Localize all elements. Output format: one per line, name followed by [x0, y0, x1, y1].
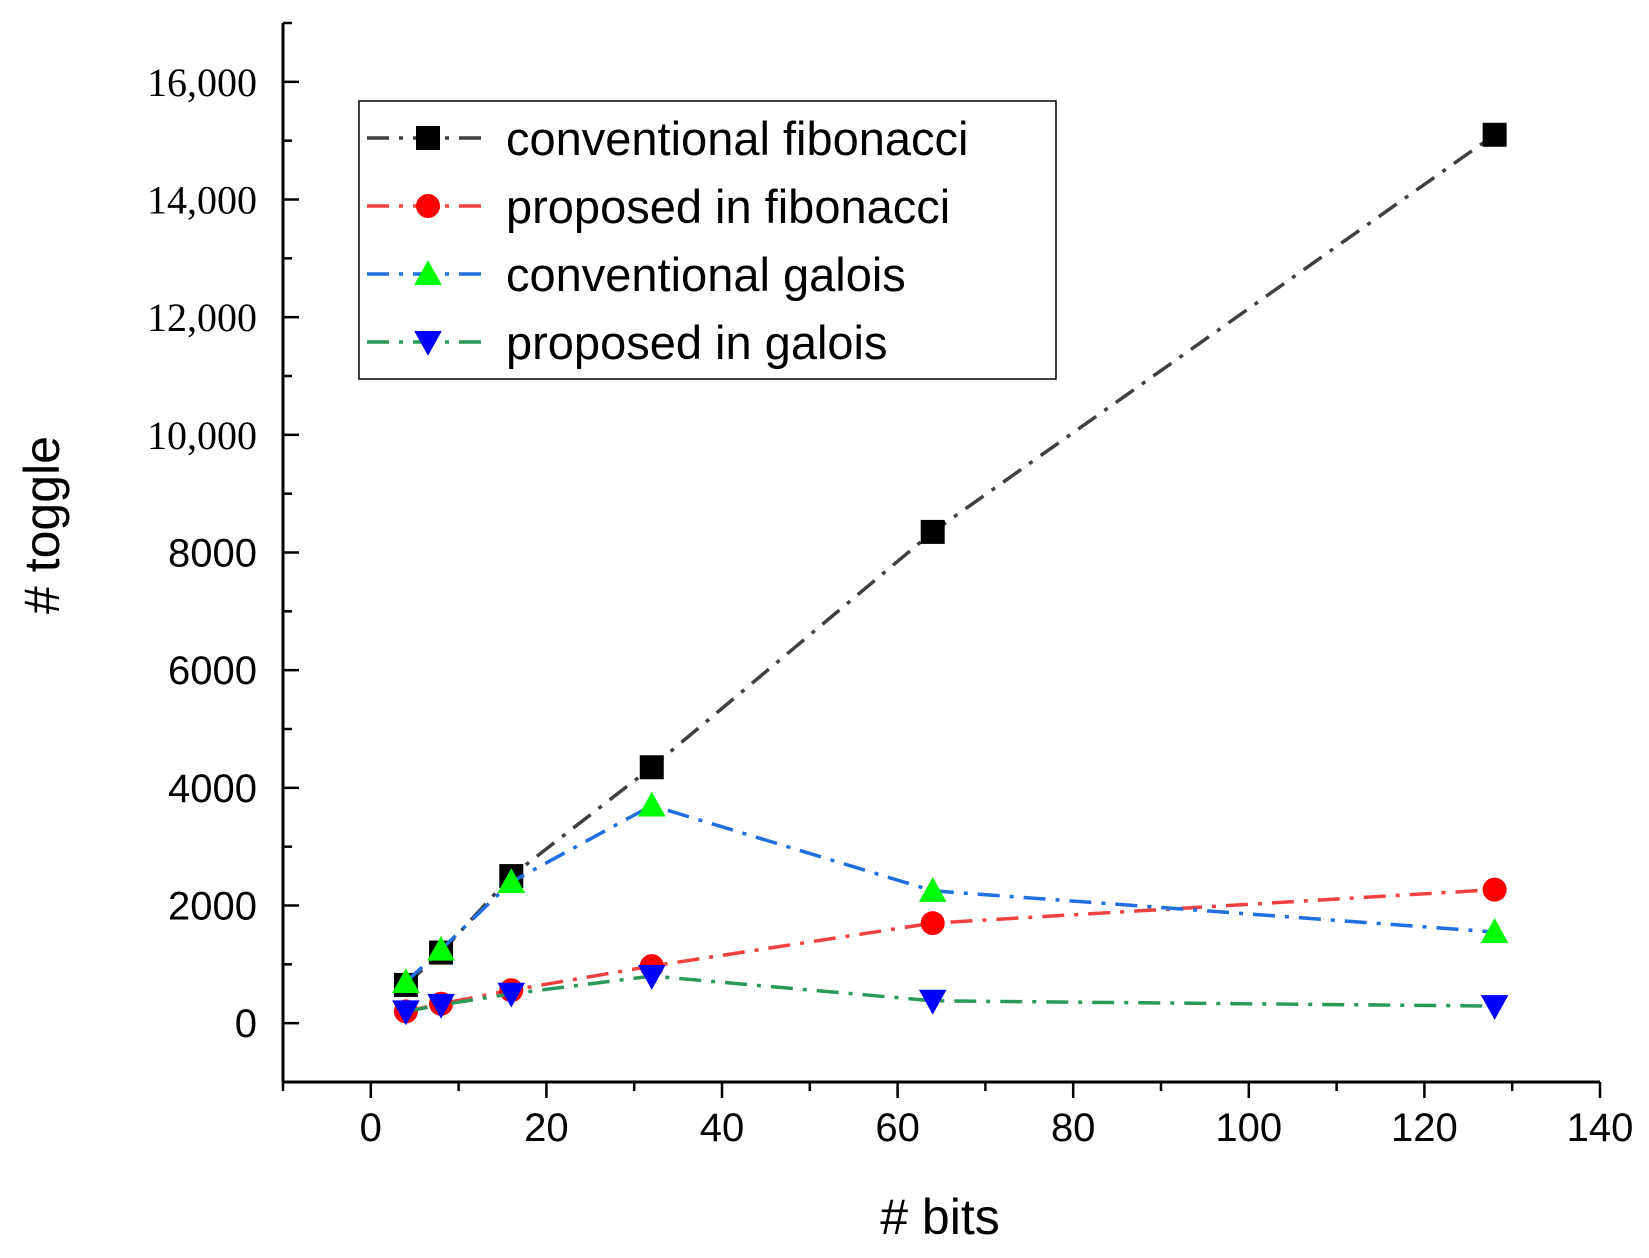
- data-point: [1480, 918, 1509, 944]
- series-conventional-galois: [392, 791, 1509, 994]
- legend: conventional fibonacci proposed in fibona…: [358, 100, 1057, 380]
- data-point: [392, 1000, 420, 1026]
- x-tick-label: 0: [360, 1106, 382, 1150]
- data-point: [497, 982, 526, 1008]
- y-tick-label: 2000: [168, 885, 257, 929]
- legend-label: proposed in fibonacci: [506, 180, 950, 233]
- data-point: [920, 911, 945, 936]
- x-tick-label: 20: [524, 1106, 569, 1150]
- data-point: [920, 519, 945, 544]
- y-tick-label: 10,000: [147, 413, 257, 458]
- y-tick-label: 4000: [168, 767, 257, 811]
- series-line: [405, 887, 1495, 1014]
- data-point: [392, 968, 420, 994]
- series-line: [405, 974, 1495, 1014]
- data-point: [1480, 995, 1509, 1020]
- x-tick-label: 40: [700, 1106, 745, 1150]
- x-tick-label: 100: [1215, 1106, 1282, 1150]
- legend-label: proposed in galois: [506, 316, 888, 369]
- x-tick-label: 120: [1391, 1106, 1458, 1150]
- data-point: [637, 791, 666, 817]
- legend-entry: conventional galois: [367, 248, 906, 301]
- legend-marker: [414, 330, 442, 356]
- series-proposed-in-fibonacci: [393, 877, 1507, 1024]
- series-line: [404, 803, 1495, 984]
- y-tick-label: 14,000: [147, 178, 257, 223]
- legend-entry: proposed in fibonacci: [367, 180, 950, 233]
- data-point: [427, 935, 455, 961]
- data-point: [637, 965, 666, 990]
- data-point: [918, 989, 947, 1015]
- y-tick-label: 16,000: [147, 60, 257, 105]
- data-point: [1482, 122, 1507, 147]
- legend-box: [358, 100, 1057, 380]
- y-axis-title: # toggle: [14, 436, 70, 614]
- y-tick-label: 6000: [168, 649, 257, 693]
- legend-entry: conventional fibonacci: [367, 112, 968, 165]
- x-axis-title: # bits: [880, 1189, 1000, 1245]
- legend-marker: [416, 194, 440, 218]
- x-tick-label: 140: [1567, 1106, 1634, 1150]
- legend-entry: proposed in galois: [367, 316, 888, 369]
- data-point: [639, 755, 664, 780]
- y-tick-label: 8000: [168, 532, 257, 576]
- legend-marker: [414, 260, 442, 286]
- y-tick-label: 0: [235, 1002, 257, 1046]
- series-proposed-in-galois: [392, 965, 1509, 1026]
- data-point: [918, 876, 947, 902]
- data-point: [1482, 877, 1507, 902]
- data-point: [497, 868, 526, 894]
- legend-marker: [416, 126, 440, 150]
- legend-label: conventional fibonacci: [506, 112, 968, 165]
- legend-label: conventional galois: [506, 248, 906, 301]
- data-point: [427, 993, 455, 1019]
- x-tick-label: 60: [875, 1106, 920, 1150]
- y-tick-label: 12,000: [147, 295, 257, 340]
- series-line: [404, 133, 1496, 987]
- x-tick-label: 80: [1051, 1106, 1096, 1150]
